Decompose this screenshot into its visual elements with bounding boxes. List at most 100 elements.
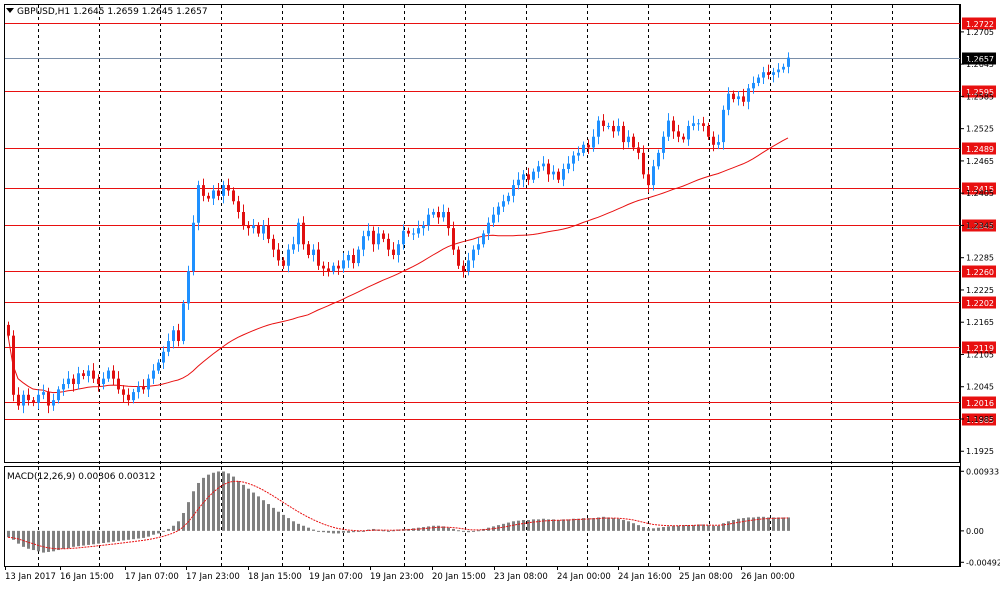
macd-bar — [632, 523, 635, 531]
level-label-box — [962, 85, 996, 98]
candle — [347, 250, 350, 268]
macd-bar — [747, 517, 750, 531]
candle — [452, 221, 455, 256]
macd-bar — [22, 530, 25, 547]
candle — [252, 218, 255, 234]
macd-bar — [587, 518, 590, 531]
candle — [267, 217, 270, 244]
level-label: 1.2489 — [966, 145, 994, 154]
candle — [682, 133, 685, 143]
macd-bar — [572, 518, 575, 531]
price-axis: 1.2705 1.2645 1.2585 1.2525 1.2465 1.2405 1.23… — [960, 28, 1000, 567]
candle — [672, 116, 675, 139]
candle — [137, 381, 140, 399]
candle — [462, 260, 465, 278]
candle — [492, 207, 495, 228]
macd-bar — [667, 526, 670, 531]
macd-bar — [162, 530, 165, 532]
macd-bar — [652, 528, 655, 531]
macd-bar — [57, 530, 60, 551]
level-label: 1.2345 — [966, 222, 994, 231]
candle — [457, 246, 460, 269]
macd-bar — [492, 526, 495, 531]
candle — [87, 365, 90, 383]
macd-bar — [342, 530, 345, 533]
macd-bar — [697, 524, 700, 531]
macd-bar — [67, 530, 70, 549]
candle — [262, 220, 265, 240]
candle — [282, 257, 285, 269]
candle — [482, 230, 485, 248]
candle — [122, 385, 125, 403]
candle — [187, 265, 190, 310]
candle — [367, 223, 370, 241]
macd-title: MACD(12,26,9) 0.00306 0.00312 — [7, 472, 156, 482]
macd-bar — [707, 525, 710, 531]
macd-bar — [552, 519, 555, 531]
macd-bar — [772, 517, 775, 531]
candle — [77, 366, 80, 390]
macd-bar — [282, 514, 285, 531]
price-tick-label: 1.1925 — [966, 447, 994, 456]
candle — [12, 330, 15, 402]
macd-bar — [7, 530, 10, 538]
macd-bar — [412, 528, 415, 531]
candle — [22, 390, 25, 414]
candle — [397, 239, 400, 263]
price-tick-label: 1.2645 — [966, 60, 994, 69]
candle — [752, 76, 755, 94]
candle — [132, 388, 135, 404]
level-label-box — [962, 182, 996, 195]
current-price-label: 1.2657 — [966, 55, 994, 64]
macd-panel-border — [4, 466, 960, 567]
candle — [532, 168, 535, 183]
macd-bar — [122, 530, 125, 541]
macd-tick-label: 0.00933 — [966, 467, 999, 476]
candle — [497, 202, 500, 223]
candle — [607, 122, 610, 130]
candle — [467, 252, 470, 276]
candle — [557, 168, 560, 183]
candle — [592, 129, 595, 152]
macd-bar — [277, 511, 280, 531]
candle — [772, 67, 775, 83]
price-tick-label: 1.2225 — [966, 286, 994, 295]
macd-bar — [382, 530, 385, 532]
candle — [787, 52, 790, 74]
macd-bar — [622, 520, 625, 531]
macd-bar — [327, 530, 330, 533]
candle — [422, 221, 425, 236]
candle — [237, 195, 240, 219]
macd-bar — [677, 525, 680, 531]
collapse-triangle-icon[interactable] — [6, 8, 14, 13]
macd-bar — [462, 530, 465, 532]
macd-bar — [777, 517, 780, 531]
macd-bar — [132, 530, 135, 540]
macd-bar — [522, 520, 525, 531]
macd-bar — [32, 530, 35, 551]
level-label-box — [962, 396, 996, 409]
candle — [402, 224, 405, 250]
candle — [257, 222, 260, 237]
time-tick-label: 20 Jan 15:00 — [432, 572, 486, 582]
macd-bar — [82, 530, 85, 546]
candle — [717, 134, 720, 150]
candle — [322, 261, 325, 276]
candle — [427, 208, 430, 231]
macd-bar — [207, 474, 210, 531]
macd-bar — [657, 527, 660, 531]
candle — [272, 234, 275, 258]
candle — [57, 386, 60, 404]
candle — [487, 217, 490, 240]
macd-bar — [12, 530, 15, 540]
macd-bar — [27, 530, 30, 549]
candle — [767, 64, 770, 80]
level-label: 1.1985 — [966, 416, 994, 425]
candle — [42, 384, 45, 400]
candle — [67, 371, 70, 389]
candle — [657, 149, 660, 170]
macd-bar — [592, 518, 595, 531]
candle — [212, 185, 215, 206]
